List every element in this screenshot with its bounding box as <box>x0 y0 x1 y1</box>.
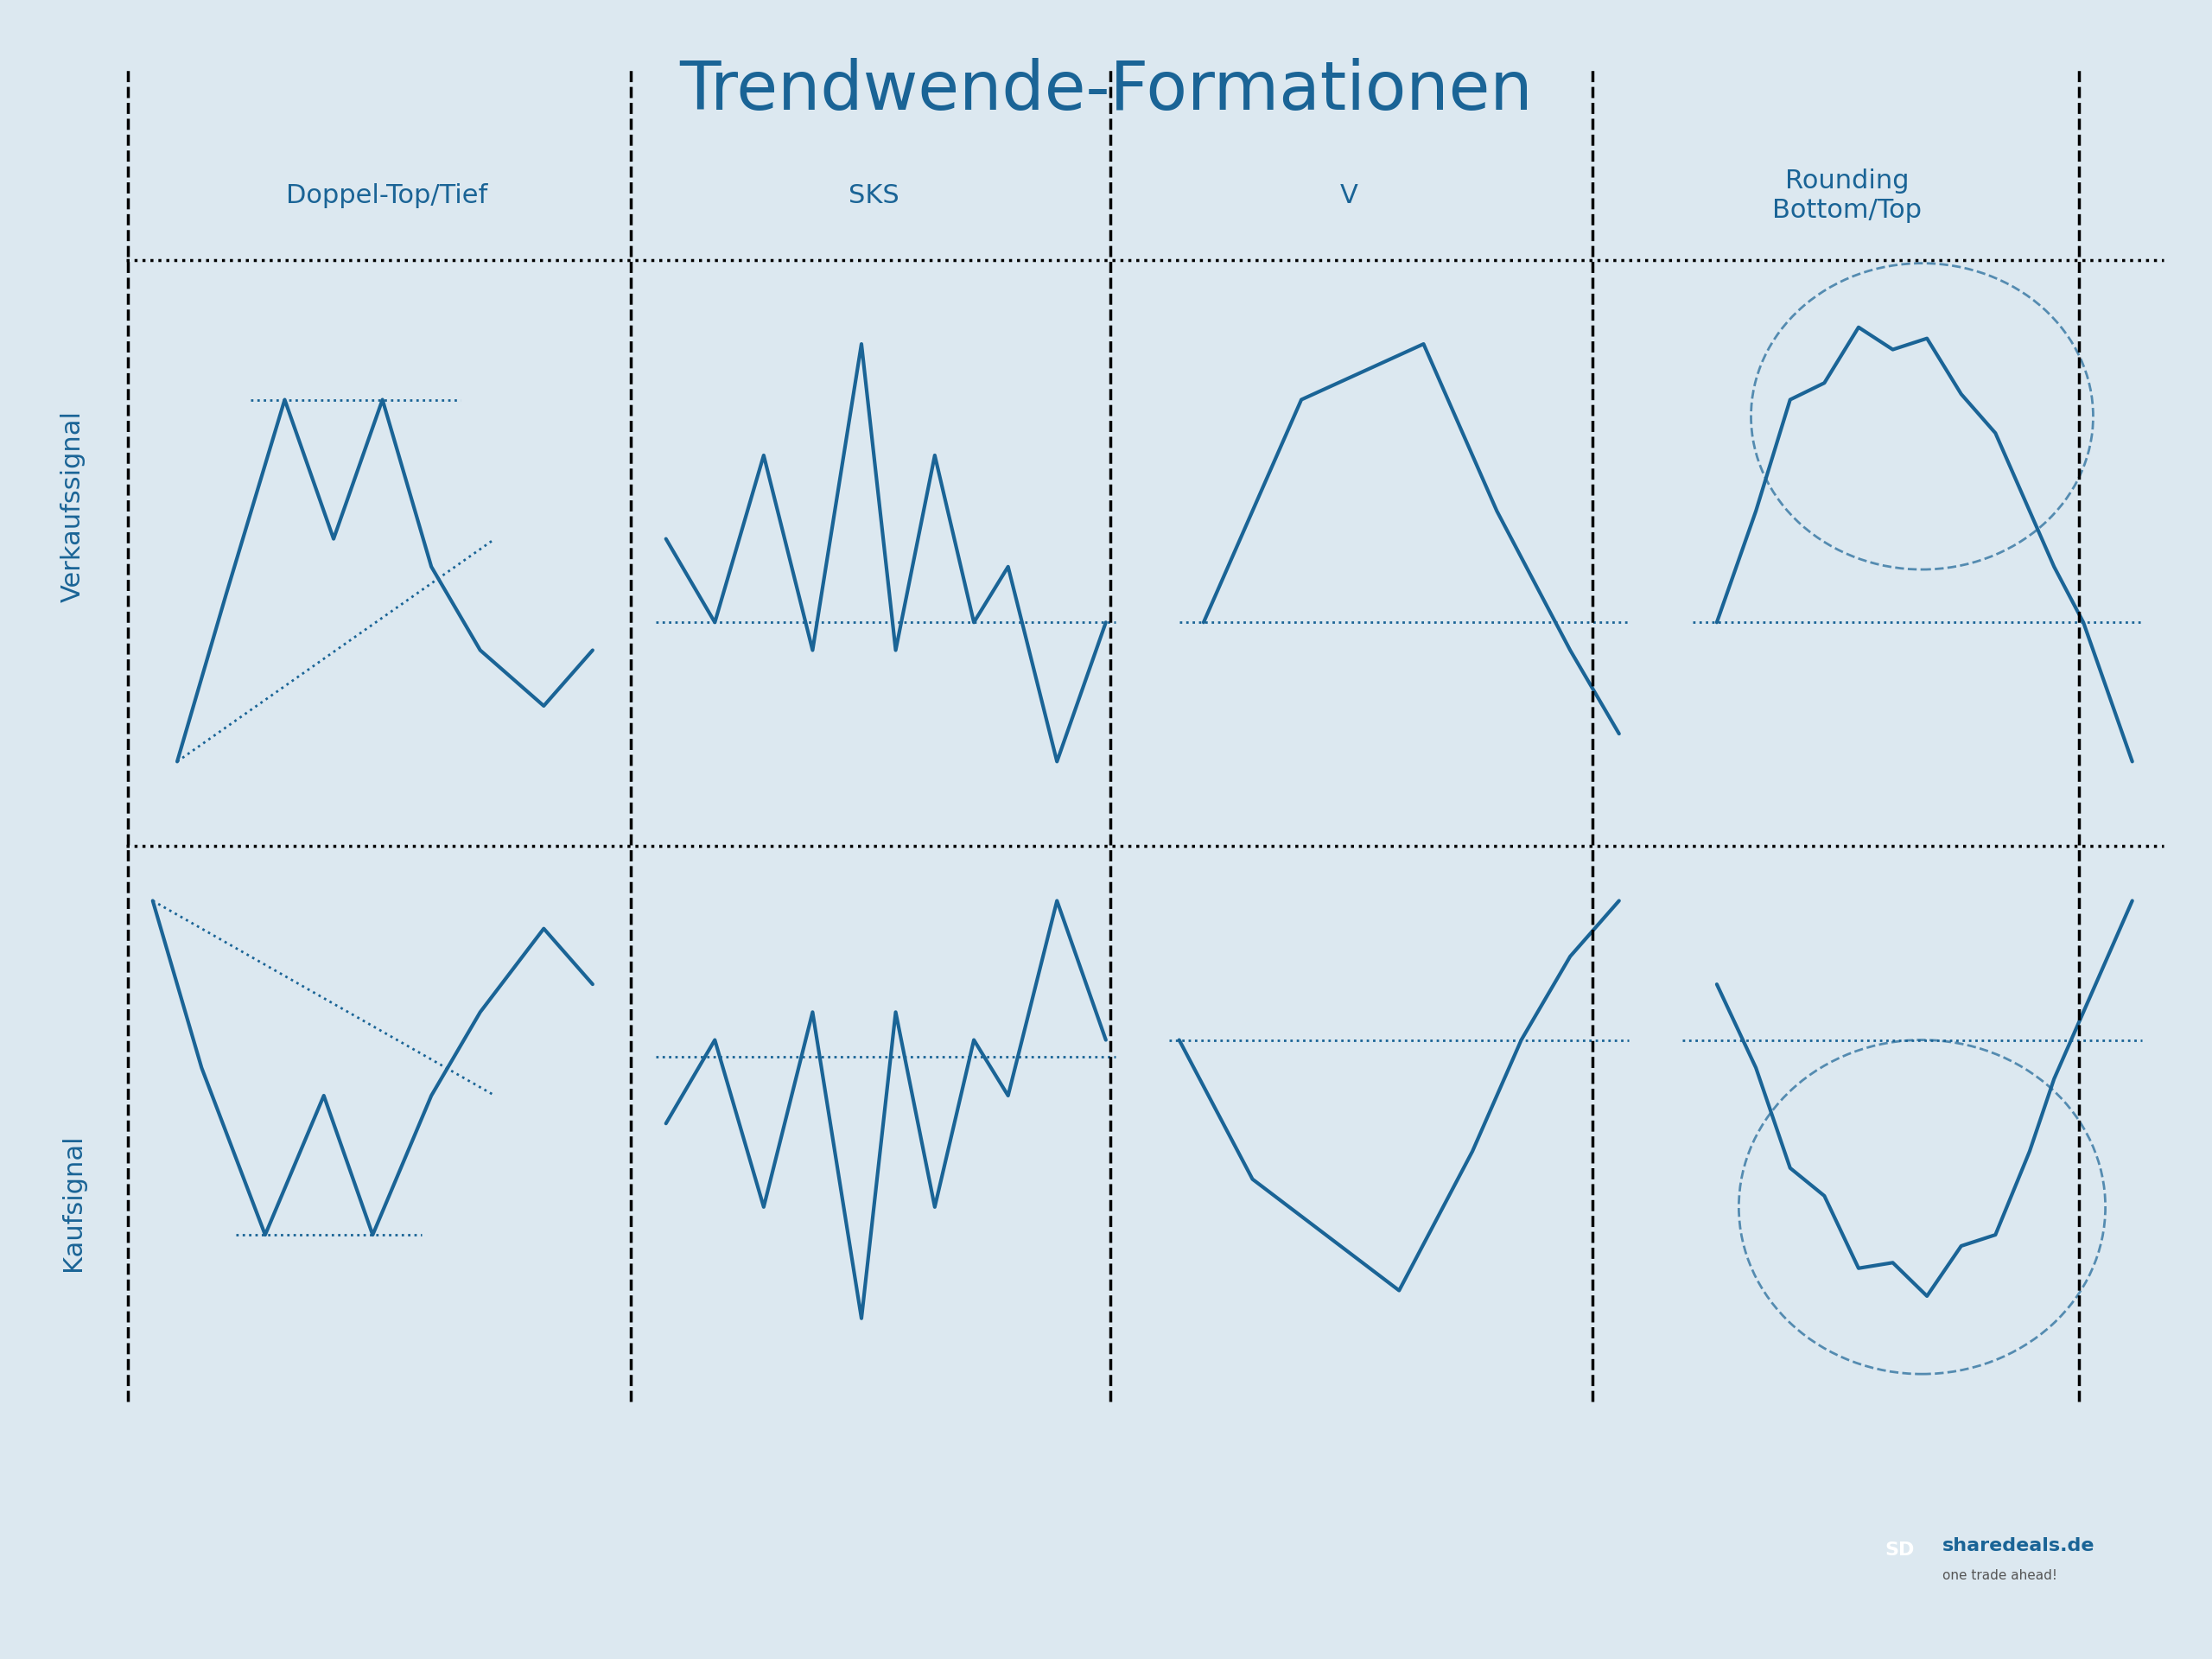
Text: Trendwende-Formationen: Trendwende-Formationen <box>679 58 1533 124</box>
Text: Verkaufssignal: Verkaufssignal <box>60 410 86 602</box>
Text: SD: SD <box>1885 1541 1916 1559</box>
Text: sharedeals.de: sharedeals.de <box>1942 1538 2095 1554</box>
Text: V: V <box>1340 182 1358 209</box>
Text: Doppel-Top/Tief: Doppel-Top/Tief <box>285 182 489 209</box>
Text: SKS: SKS <box>849 182 898 209</box>
Text: one trade ahead!: one trade ahead! <box>1942 1569 2057 1583</box>
Text: Kaufsignal: Kaufsignal <box>60 1135 86 1271</box>
Text: Rounding
Bottom/Top: Rounding Bottom/Top <box>1772 169 1922 222</box>
